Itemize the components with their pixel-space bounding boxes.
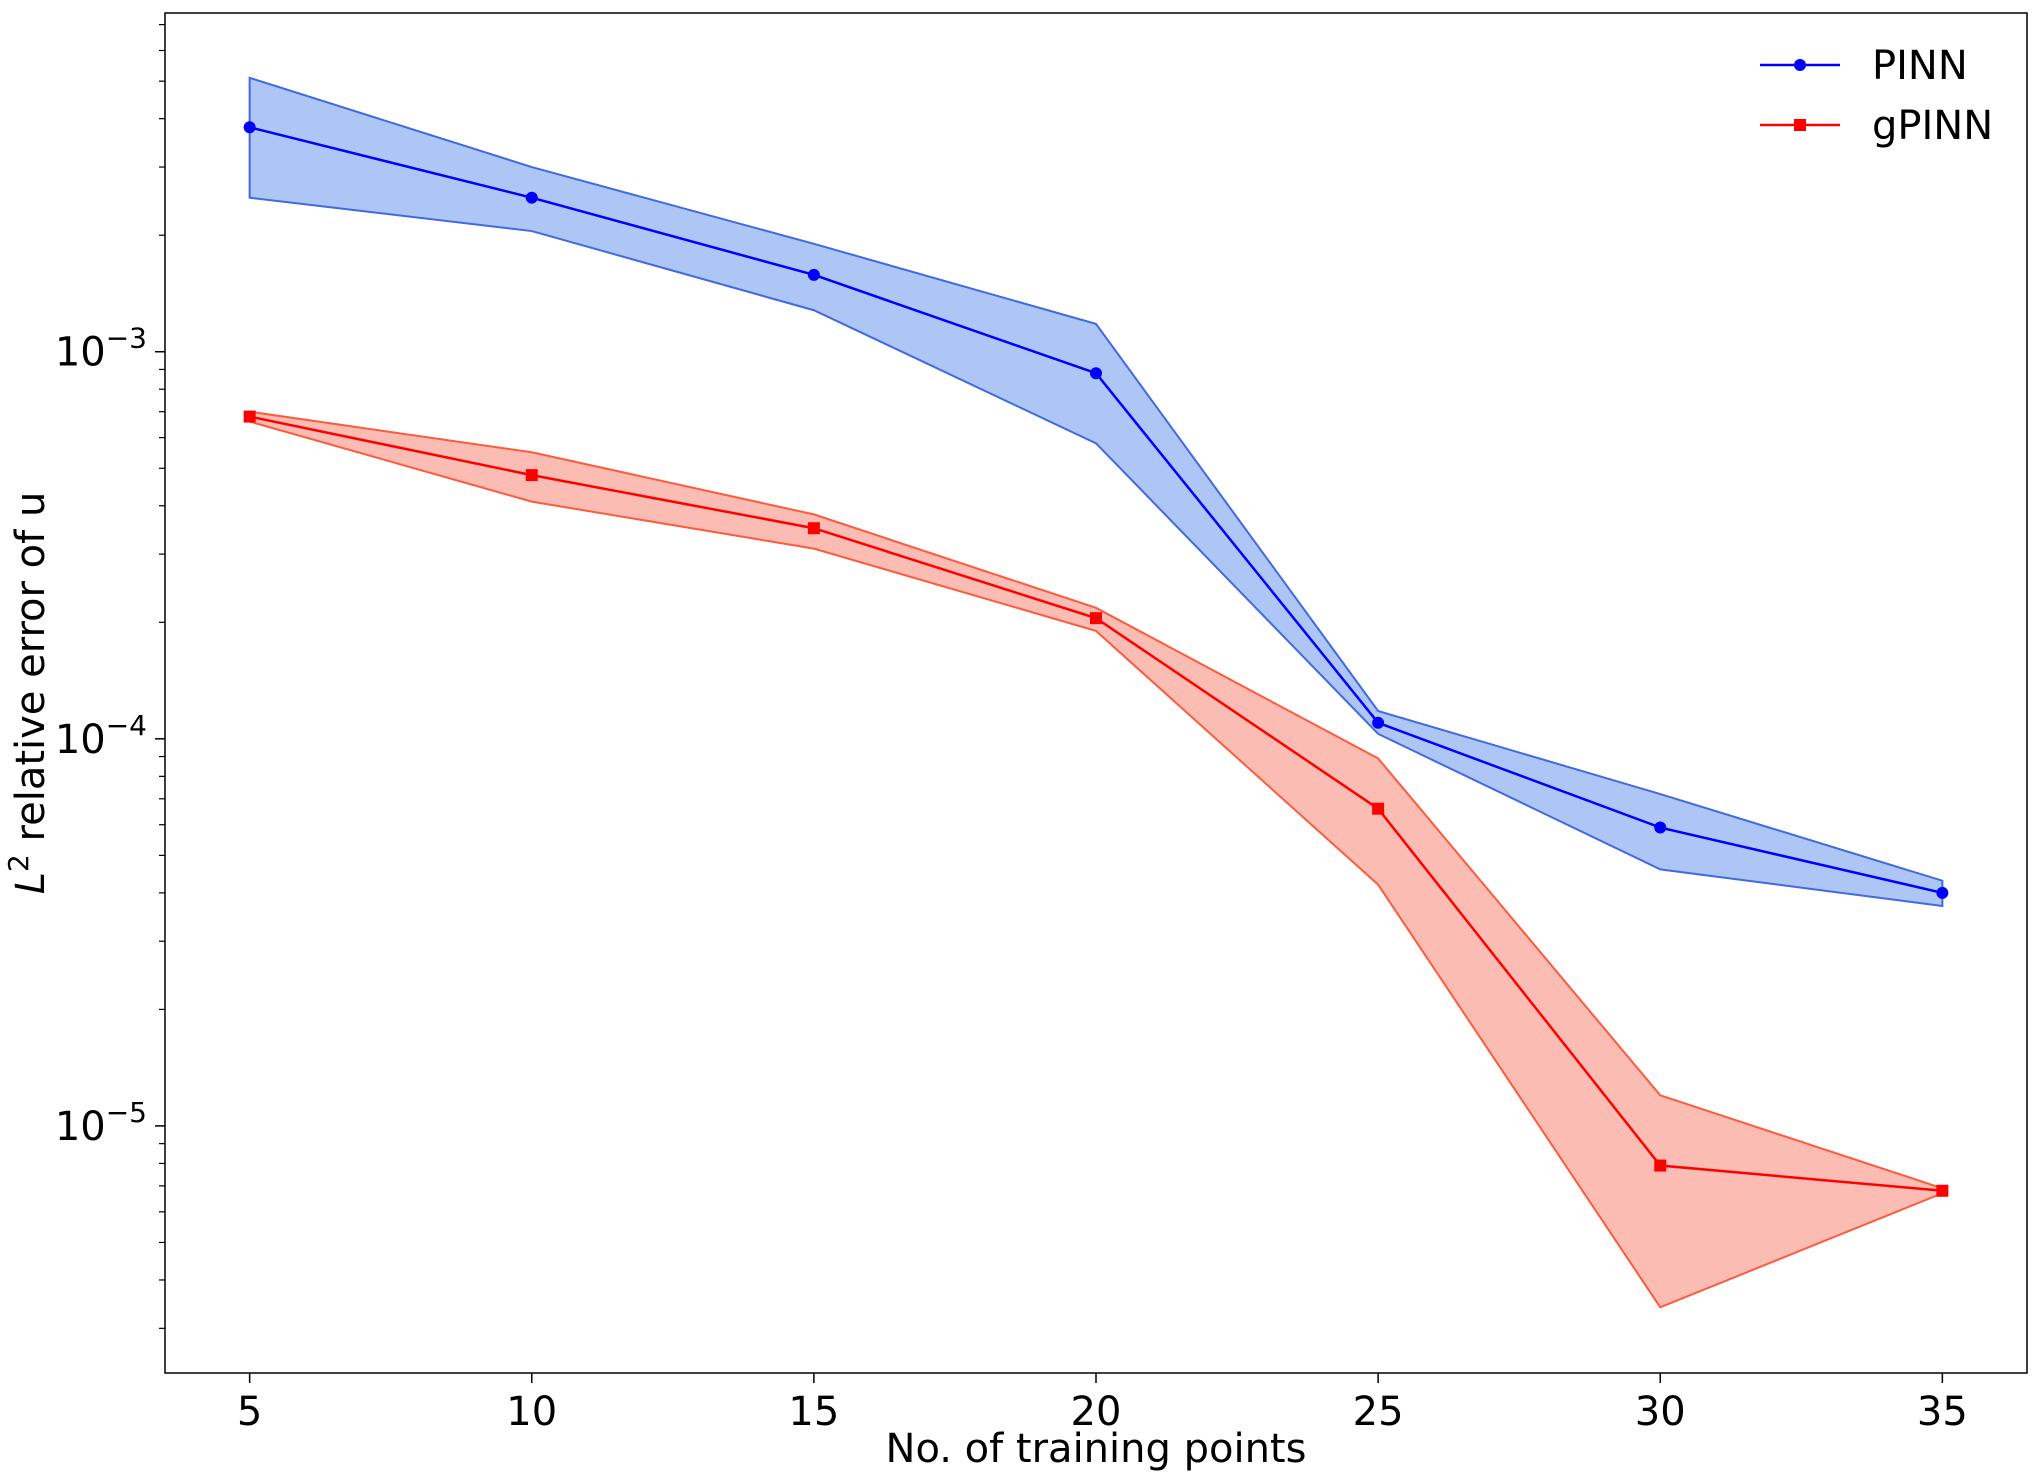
y-tick-label: 10−4	[55, 709, 147, 763]
point-gpinn	[243, 410, 256, 423]
x-tick-label: 10	[506, 1389, 557, 1435]
series-lines	[249, 126, 1943, 1193]
line-pinn	[249, 126, 1943, 895]
point-pinn	[243, 121, 256, 134]
band-pinn	[248, 76, 1944, 908]
x-tick-label: 15	[788, 1389, 839, 1435]
x-tick-label: 30	[1635, 1389, 1686, 1435]
point-gpinn	[525, 469, 538, 482]
y-axis-label-rest: relative error of u	[8, 492, 54, 854]
point-pinn	[1090, 367, 1102, 380]
confidence-bands	[248, 76, 1944, 1309]
point-gpinn	[807, 522, 820, 535]
y-axis: 10−3 10−4 10−5	[55, 23, 165, 1329]
point-pinn	[1372, 716, 1385, 729]
point-gpinn	[1372, 802, 1385, 815]
x-axis-label: No. of training points	[886, 1426, 1307, 1472]
point-pinn	[525, 191, 538, 204]
legend-marker	[1794, 119, 1806, 131]
x-tick-label: 25	[1353, 1389, 1404, 1435]
x-axis: 5 10 15 20 25 30 35	[237, 1373, 1968, 1435]
point-gpinn	[1654, 1159, 1667, 1172]
y-axis-label: L2 relative error of u	[2, 492, 54, 895]
point-gpinn	[1936, 1184, 1949, 1197]
y-tick-label: 10−5	[55, 1096, 147, 1150]
x-tick-label: 20	[1071, 1389, 1122, 1435]
legend-label: gPINN	[1872, 103, 1993, 149]
point-pinn	[1654, 821, 1667, 834]
legend-marker	[1794, 59, 1806, 71]
legend-label: PINN	[1872, 43, 1968, 89]
y-axis-label-sup: 2	[2, 854, 35, 872]
y-tick-label: 10−3	[55, 322, 147, 376]
x-tick-label: 5	[237, 1389, 262, 1435]
point-pinn	[807, 268, 820, 281]
legend: PINN gPINN	[1760, 43, 1993, 149]
x-tick-label: 35	[1917, 1389, 1968, 1435]
y-axis-label-base: L	[8, 872, 54, 894]
point-pinn	[1936, 886, 1949, 899]
series-markers	[243, 121, 1949, 1197]
point-gpinn	[1090, 612, 1102, 625]
